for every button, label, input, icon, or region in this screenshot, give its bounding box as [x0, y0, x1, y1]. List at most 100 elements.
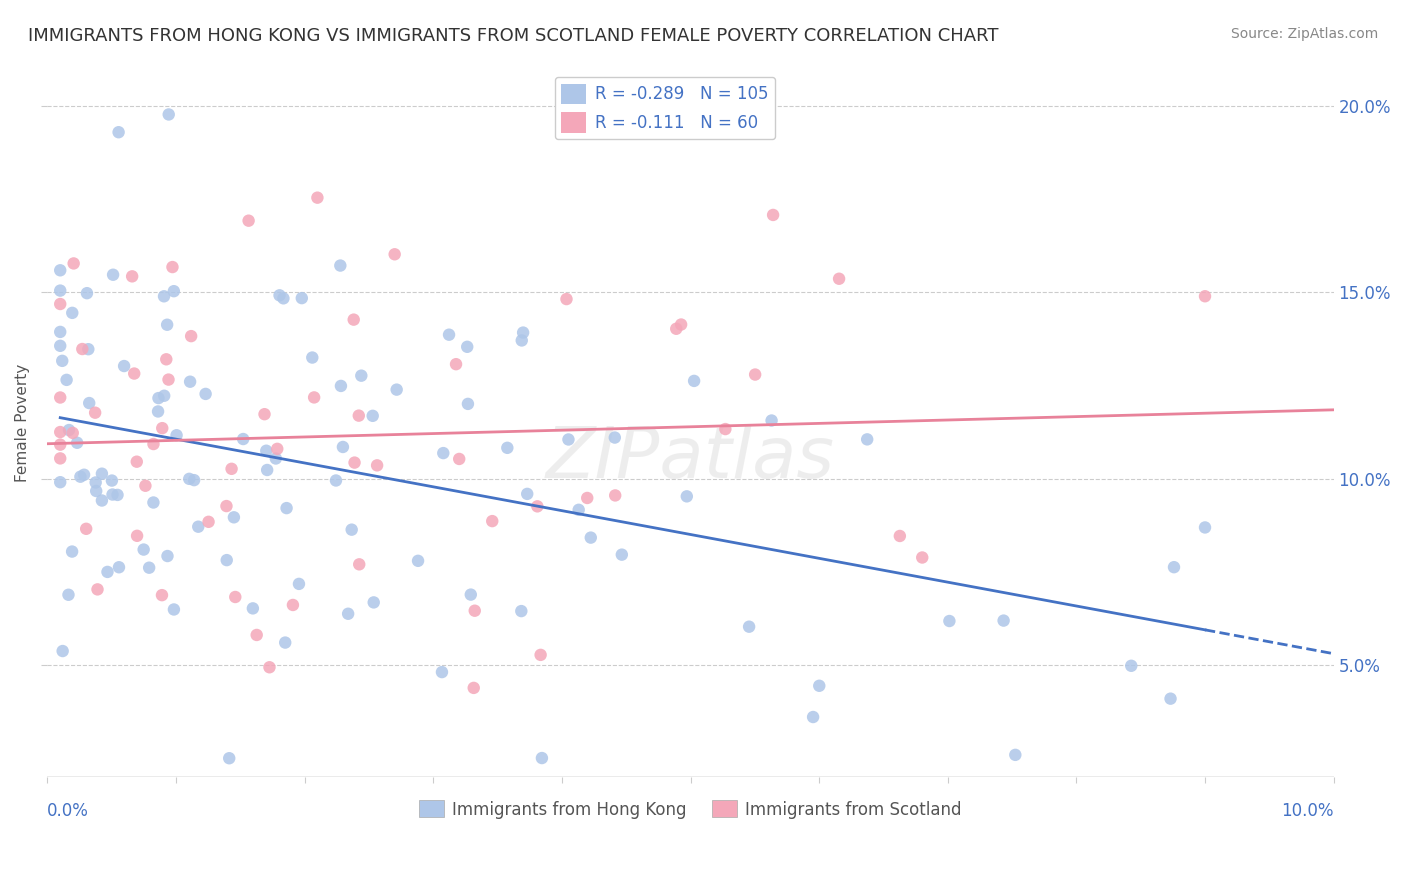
- Point: [510, 334, 533, 348]
- Point: [84, 406, 107, 420]
- Point: [166, 428, 188, 442]
- Point: [456, 340, 478, 354]
- Point: [49, 339, 72, 353]
- Point: [49, 284, 72, 298]
- Point: [218, 751, 240, 765]
- Point: [343, 456, 366, 470]
- Text: IMMIGRANTS FROM HONG KONG VS IMMIGRANTS FROM SCOTLAND FEMALE POVERTY CORRELATION: IMMIGRANTS FROM HONG KONG VS IMMIGRANTS …: [28, 27, 998, 45]
- Point: [714, 422, 737, 436]
- Point: [72, 342, 94, 356]
- Point: [430, 665, 453, 679]
- Point: [301, 351, 323, 365]
- Point: [132, 542, 155, 557]
- Point: [526, 500, 548, 514]
- Point: [183, 473, 205, 487]
- Point: [197, 515, 219, 529]
- Point: [437, 327, 460, 342]
- Point: [665, 322, 688, 336]
- Point: [107, 488, 129, 502]
- Point: [101, 268, 124, 282]
- Point: [1194, 520, 1216, 534]
- Text: 10.0%: 10.0%: [1281, 802, 1334, 820]
- Point: [238, 213, 260, 227]
- Point: [302, 391, 325, 405]
- Point: [138, 560, 160, 574]
- Point: [84, 483, 107, 498]
- Point: [610, 548, 633, 562]
- Point: [101, 474, 124, 488]
- Point: [150, 588, 173, 602]
- Point: [761, 413, 783, 427]
- Point: [254, 443, 277, 458]
- Point: [58, 423, 80, 437]
- Point: [155, 352, 177, 367]
- Point: [96, 565, 118, 579]
- Point: [221, 462, 243, 476]
- Point: [58, 588, 80, 602]
- Point: [605, 488, 627, 502]
- Point: [512, 326, 534, 340]
- Point: [90, 467, 112, 481]
- Point: [568, 503, 591, 517]
- Point: [557, 433, 579, 447]
- Point: [516, 487, 538, 501]
- Point: [329, 259, 352, 273]
- Point: [444, 357, 467, 371]
- Point: [187, 519, 209, 533]
- Point: [274, 635, 297, 649]
- Point: [481, 514, 503, 528]
- Point: [449, 452, 471, 467]
- Point: [49, 263, 72, 277]
- Point: [253, 407, 276, 421]
- Point: [938, 614, 960, 628]
- Point: [801, 710, 824, 724]
- Legend: Immigrants from Hong Kong, Immigrants from Scotland: Immigrants from Hong Kong, Immigrants fr…: [412, 794, 969, 825]
- Point: [343, 312, 366, 326]
- Point: [62, 425, 84, 440]
- Point: [361, 409, 384, 423]
- Point: [134, 479, 156, 493]
- Point: [993, 614, 1015, 628]
- Point: [125, 455, 148, 469]
- Point: [52, 644, 75, 658]
- Point: [90, 493, 112, 508]
- Point: [156, 318, 179, 332]
- Point: [75, 522, 97, 536]
- Point: [49, 451, 72, 466]
- Y-axis label: Female Poverty: Female Poverty: [15, 364, 30, 482]
- Point: [291, 291, 314, 305]
- Point: [579, 531, 602, 545]
- Point: [49, 391, 72, 405]
- Point: [363, 595, 385, 609]
- Point: [86, 582, 108, 597]
- Point: [406, 554, 429, 568]
- Point: [60, 306, 83, 320]
- Point: [1121, 658, 1143, 673]
- Point: [269, 288, 291, 302]
- Point: [49, 475, 72, 490]
- Point: [683, 374, 706, 388]
- Point: [142, 495, 165, 509]
- Point: [194, 387, 217, 401]
- Point: [530, 751, 553, 765]
- Point: [340, 523, 363, 537]
- Point: [51, 354, 73, 368]
- Point: [179, 375, 201, 389]
- Point: [325, 474, 347, 488]
- Point: [49, 437, 72, 451]
- Point: [157, 373, 180, 387]
- Point: [510, 604, 533, 618]
- Point: [153, 289, 176, 303]
- Point: [66, 435, 89, 450]
- Point: [73, 467, 96, 482]
- Point: [273, 291, 295, 305]
- Point: [76, 286, 98, 301]
- Point: [256, 463, 278, 477]
- Point: [555, 292, 578, 306]
- Point: [1194, 289, 1216, 303]
- Point: [276, 501, 298, 516]
- Point: [232, 432, 254, 446]
- Point: [180, 329, 202, 343]
- Point: [77, 396, 100, 410]
- Point: [762, 208, 785, 222]
